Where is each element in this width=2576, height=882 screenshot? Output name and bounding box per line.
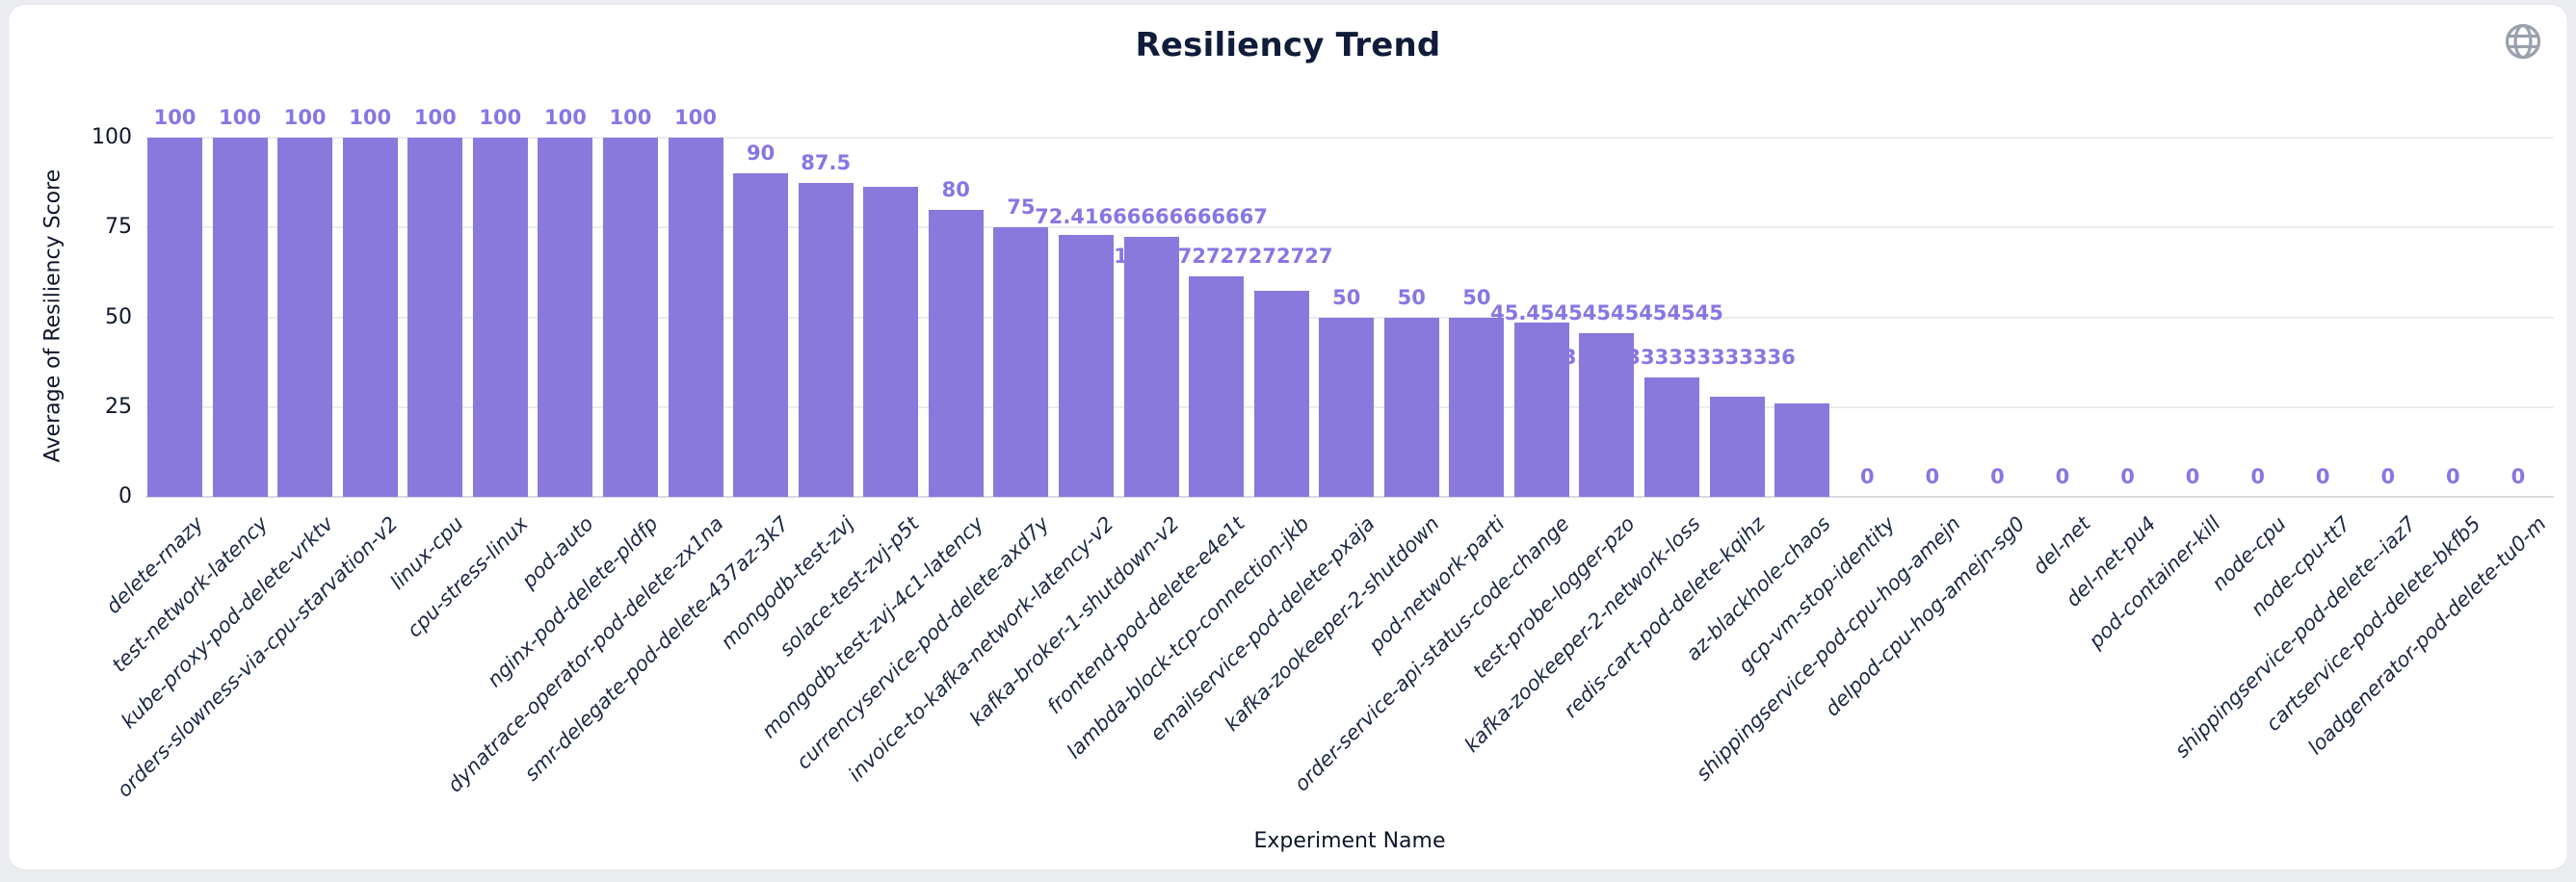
bar-value-label: 100 [543,106,587,129]
bar-value-label: 90 [746,142,775,166]
bar[interactable] [863,187,919,497]
y-tick-label: 50 [105,304,132,329]
bar[interactable] [1058,234,1114,497]
bar-value-label: 0 [1859,465,1875,488]
y-tick-label: 100 [92,125,132,149]
bar[interactable] [538,138,593,497]
bar-value-label: 100 [153,106,197,129]
y-tick-label: 75 [105,215,132,240]
chart-card: Resiliency Trend Average of Resiliency S… [8,4,2568,870]
bar[interactable] [928,209,984,497]
bar-value-label: 100 [219,106,261,129]
bar-value-label: 80 [941,177,970,201]
bar-value-label: 100 [349,106,392,129]
bar[interactable] [1383,317,1439,497]
bar-value-label: 50 [1332,285,1361,309]
bar-value-label: 100 [479,106,522,129]
bar-value-label: 50 [1397,285,1426,309]
bar[interactable] [1253,290,1309,497]
bar-value-label: 50 [1462,285,1491,309]
y-tick-label: 0 [118,484,132,508]
bar-value-label: 0 [2446,465,2460,488]
bar-value-label: 0 [2120,465,2135,488]
bar-value-label: 100 [674,106,717,129]
bar[interactable] [1189,276,1245,497]
bar-value-label: 100 [283,106,327,129]
bar[interactable] [1579,333,1635,497]
bar-value-label: 0 [2380,465,2396,488]
bar-value-label: 100 [413,106,457,129]
bar[interactable] [668,138,723,497]
plot-area: 0 25 50 75 100 100 delete-rnazy 100 test-network… [9,5,2567,869]
bar[interactable] [342,138,398,497]
bar[interactable] [407,138,463,497]
bar[interactable] [1449,317,1505,497]
bar[interactable] [733,173,789,497]
bar[interactable] [277,138,333,497]
bar[interactable] [1513,323,1569,497]
bar[interactable] [1319,317,1375,497]
bar-value-label: 100 [609,106,652,129]
chart-title: Resiliency Trend [1135,26,1441,65]
bar-value-label: 72.41666666666667 [1035,204,1268,228]
bar[interactable] [1123,236,1179,497]
x-axis-title: Experiment Name [1253,829,1446,853]
bar-value-label: 0 [2250,465,2265,488]
bar-value-label: 45.45454545454545 [1490,301,1723,325]
bar-value-label: 0 [2510,465,2526,488]
y-tick-label: 25 [105,394,132,419]
bar-value-label: 87.5 [801,150,852,174]
bar[interactable] [602,138,658,497]
bar[interactable] [212,138,268,497]
bar[interactable] [147,138,202,497]
bar-value-label: 0 [2315,465,2330,488]
gridline [145,137,2554,139]
bar[interactable] [798,182,854,497]
bar[interactable] [993,227,1049,497]
globe-icon[interactable] [2502,20,2544,63]
bar-value-label: 0 [2055,465,2070,488]
bar[interactable] [1774,403,1830,497]
bar-value-label: 0 [1990,465,2005,488]
gridline [145,226,2554,229]
bar[interactable] [472,138,528,497]
bar-value-label: 0 [1925,465,1940,488]
bar[interactable] [1709,396,1765,497]
bar-value-label: 0 [2185,465,2200,488]
gridline [145,496,2554,498]
bar[interactable] [1644,376,1700,497]
bar-value-label: 75 [1007,195,1036,220]
